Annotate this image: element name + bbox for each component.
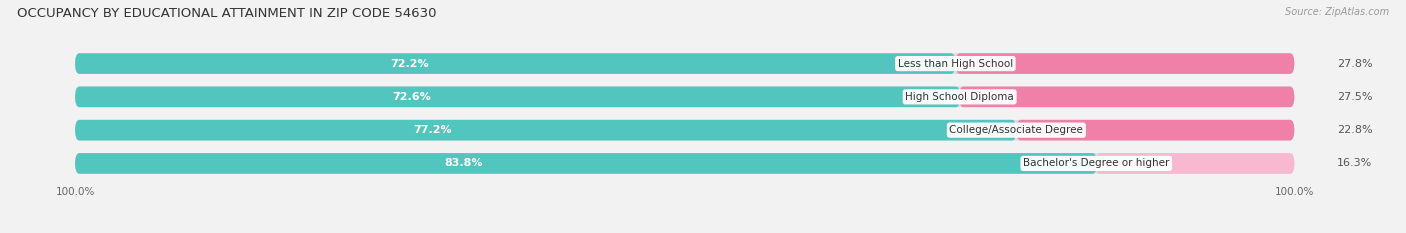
Text: 27.5%: 27.5% [1337,92,1372,102]
Text: 27.8%: 27.8% [1337,58,1372,69]
FancyBboxPatch shape [956,53,1295,74]
FancyBboxPatch shape [1017,120,1295,140]
Text: 22.8%: 22.8% [1337,125,1372,135]
FancyBboxPatch shape [75,153,1097,174]
Text: 16.3%: 16.3% [1337,158,1372,168]
Text: 77.2%: 77.2% [413,125,453,135]
Text: College/Associate Degree: College/Associate Degree [949,125,1083,135]
Text: 72.6%: 72.6% [392,92,430,102]
FancyBboxPatch shape [1095,153,1295,174]
Text: Bachelor's Degree or higher: Bachelor's Degree or higher [1024,158,1170,168]
FancyBboxPatch shape [959,86,1295,107]
FancyBboxPatch shape [75,120,1295,140]
FancyBboxPatch shape [75,153,1295,174]
FancyBboxPatch shape [75,53,956,74]
Text: Less than High School: Less than High School [898,58,1014,69]
Text: High School Diploma: High School Diploma [905,92,1014,102]
Text: OCCUPANCY BY EDUCATIONAL ATTAINMENT IN ZIP CODE 54630: OCCUPANCY BY EDUCATIONAL ATTAINMENT IN Z… [17,7,436,20]
Text: 72.2%: 72.2% [391,58,429,69]
Text: 83.8%: 83.8% [444,158,482,168]
FancyBboxPatch shape [75,53,1295,74]
FancyBboxPatch shape [75,86,1295,107]
FancyBboxPatch shape [75,86,960,107]
Text: Source: ZipAtlas.com: Source: ZipAtlas.com [1285,7,1389,17]
FancyBboxPatch shape [75,120,1017,140]
